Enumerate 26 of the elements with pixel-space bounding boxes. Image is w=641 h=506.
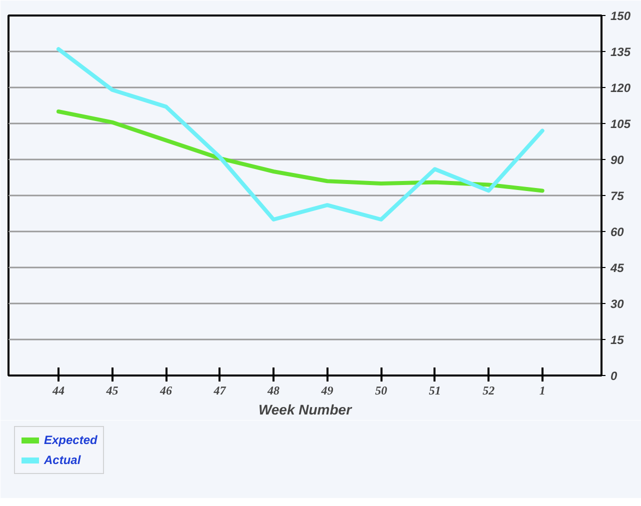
x-tick-label: 1 (539, 384, 546, 398)
y-tick-label: 60 (610, 225, 624, 239)
x-axis-title: Week Number (258, 402, 354, 418)
x-tick-label: 45 (105, 384, 118, 398)
y-tick-label: 105 (610, 117, 631, 131)
legend-label: Expected (44, 433, 98, 447)
line-series (56, 110, 544, 193)
y-tick-label: 120 (610, 81, 631, 95)
y-tick-label: 0 (610, 369, 618, 383)
y-tick-label: 30 (610, 297, 624, 311)
y-tick-label: 45 (610, 261, 624, 275)
x-tick-label: 50 (375, 384, 388, 398)
y-tick-label: 90 (610, 153, 624, 167)
x-tick-label: 47 (212, 384, 227, 398)
legend-label: Actual (44, 453, 81, 467)
x-tick-label: 48 (266, 384, 280, 398)
x-tick-label: 52 (482, 384, 495, 398)
x-tick-label: 49 (320, 384, 334, 398)
x-tick-label: 46 (159, 384, 172, 398)
x-tick-label: 44 (52, 384, 64, 398)
line-series (56, 47, 544, 222)
y-tick-label: 150 (610, 9, 631, 23)
y-tick-label: 15 (610, 333, 624, 347)
y-tick-label: 135 (610, 45, 631, 59)
x-tick-label: 51 (428, 384, 441, 398)
y-tick-label: 75 (610, 189, 624, 203)
